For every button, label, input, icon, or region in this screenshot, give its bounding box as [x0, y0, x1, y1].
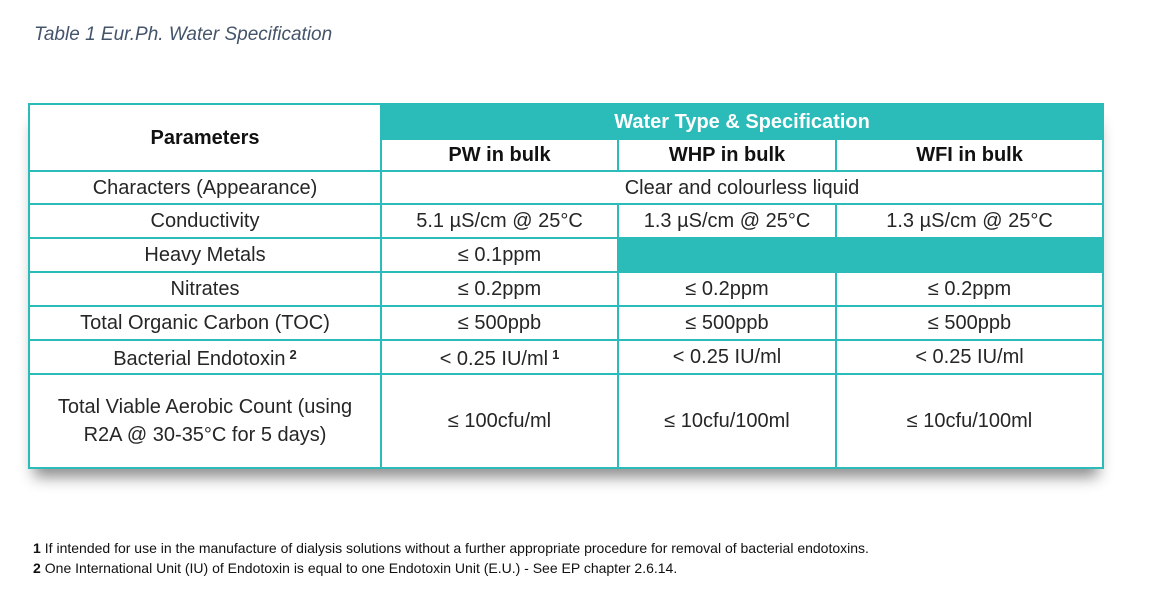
value-cell: ≤ 0.2ppm — [380, 271, 619, 307]
footnote: 1 If intended for use in the manufacture … — [33, 538, 869, 558]
spec-table: Parameters Water Type & Specification PW… — [28, 103, 1105, 469]
footnote-text: One International Unit (IU) of Endotoxin… — [44, 560, 678, 576]
parameter-cell: Bacterial Endotoxin 2 — [28, 339, 382, 375]
value-cell: ≤ 0.2ppm — [617, 271, 837, 307]
footnote-number: 1 — [33, 540, 41, 556]
value-cell: ≤ 10cfu/100ml — [617, 373, 837, 469]
table-row: Total Viable Aerobic Count (using R2A @ … — [28, 373, 1105, 469]
value-cell: ≤ 500ppb — [617, 305, 837, 341]
value: 1.3 µS/cm @ 25°C — [643, 210, 811, 232]
value-cell: 5.1 µS/cm @ 25°C — [380, 203, 619, 239]
parameter-cell: Nitrates — [28, 271, 382, 307]
parameter-cell: Total Organic Carbon (TOC) — [28, 305, 382, 341]
parameter-cell: Heavy Metals — [28, 237, 382, 273]
group-header: Water Type & Specification — [379, 103, 1105, 140]
parameter: Total Organic Carbon (TOC) — [80, 312, 330, 334]
parameter-cell: Conductivity — [28, 203, 382, 239]
value-cell: 1.3 µS/cm @ 25°C — [617, 203, 837, 239]
value-cell: < 0.25 IU/ml — [617, 339, 837, 375]
merged-cell: Clear and colourless liquid — [379, 170, 1105, 205]
value: ≤ 10cfu/100ml — [906, 410, 1033, 432]
table-row: Nitrates ≤ 0.2ppm ≤ 0.2ppm ≤ 0.2ppm — [28, 271, 1105, 307]
value: < 0.25 IU/ml — [915, 346, 1024, 368]
value: ≤ 100cfu/ml — [447, 410, 552, 432]
value: 5.1 µS/cm @ 25°C — [416, 210, 583, 232]
table-row: Total Organic Carbon (TOC) ≤ 500ppb ≤ 500p… — [28, 305, 1105, 341]
note-ref: 2 — [289, 347, 297, 362]
value-cell: ≤ 0.1ppm — [380, 237, 619, 273]
fill-cell — [616, 237, 1105, 273]
value: 1.3 µS/cm @ 25°C — [886, 210, 1053, 232]
parameters-header: Parameters — [28, 103, 382, 172]
value-cell: 1.3 µS/cm @ 25°C — [834, 203, 1105, 239]
footnote-number: 2 — [33, 560, 41, 576]
parameter: Total Viable Aerobic Count (using R2A @ … — [57, 396, 353, 446]
table-row: Characters (Appearance) Clear and colourl… — [28, 170, 1105, 205]
value: ≤ 10cfu/100ml — [664, 410, 790, 432]
parameter: Heavy Metals — [144, 244, 266, 266]
parameter: Bacterial Endotoxin — [113, 348, 286, 370]
note-ref: 1 — [552, 347, 560, 362]
footnote-text: If intended for use in the manufacture o… — [44, 540, 869, 556]
value: ≤ 500ppb — [927, 312, 1012, 334]
caption: Table 1 Eur.Ph. Water Specification — [34, 24, 333, 45]
value: < 0.25 IU/ml — [672, 346, 782, 368]
table-body: Parameters Water Type & Specification PW… — [28, 103, 1105, 469]
column-header: WHP in bulk — [617, 138, 837, 172]
parameter-cell: Characters (Appearance) — [28, 170, 382, 205]
header-row: Parameters Water Type & Specification — [28, 103, 1105, 172]
column-header: WFI in bulk — [834, 138, 1105, 172]
value: ≤ 0.2ppm — [457, 278, 542, 300]
value: ≤ 0.2ppm — [927, 278, 1012, 300]
value-cell: ≤ 500ppb — [380, 305, 619, 341]
parameter: Conductivity — [150, 210, 260, 232]
value-cell: < 0.25 IU/ml 1 — [380, 339, 619, 375]
parameter: Nitrates — [170, 278, 240, 300]
value: < 0.25 IU/ml — [439, 348, 549, 370]
value-cell: ≤ 500ppb — [834, 305, 1105, 341]
table-row: Conductivity 5.1 µS/cm @ 25°C 1.3 µS/cm @ … — [28, 203, 1105, 239]
table-row: Bacterial Endotoxin 2 < 0.25 IU/ml 1 < 0.25 … — [28, 339, 1105, 375]
value-cell: ≤ 0.2ppm — [834, 271, 1105, 307]
footnotes: 1 If intended for use in the manufacture … — [33, 538, 869, 578]
column-header-row: PW in bulk WHP in bulk WFI in bulk — [29, 138, 1105, 172]
value-cell: ≤ 100cfu/ml — [380, 373, 619, 469]
parameter-cell: Total Viable Aerobic Count (using R2A @ … — [28, 373, 382, 469]
value: ≤ 0.1ppm — [457, 244, 542, 266]
value-cell: ≤ 10cfu/100ml — [834, 373, 1105, 469]
footnote: 2 One International Unit (IU) of Endotoxi… — [33, 558, 869, 578]
parameter: Characters (Appearance) — [92, 176, 318, 199]
value-cell: < 0.25 IU/ml — [834, 339, 1105, 375]
column-header: PW in bulk — [380, 138, 619, 172]
table-row: Heavy Metals ≤ 0.1ppm — [28, 237, 1105, 273]
value: ≤ 0.2ppm — [685, 278, 769, 300]
value: ≤ 500ppb — [457, 312, 542, 334]
value: ≤ 500ppb — [685, 312, 769, 334]
